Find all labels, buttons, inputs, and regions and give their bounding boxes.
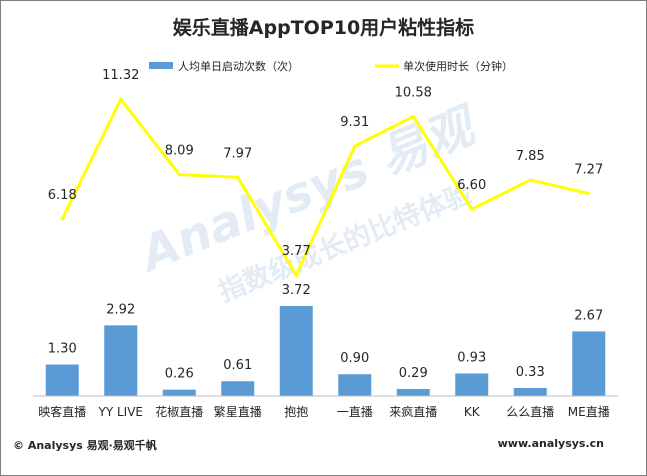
- bar: [396, 388, 430, 396]
- bar-data-label: 3.72: [282, 283, 311, 298]
- line-point: [177, 173, 181, 177]
- bar-data-label: 0.29: [399, 366, 428, 381]
- bar-data-label: 0.90: [340, 351, 369, 366]
- line-data-label: 3.77: [282, 244, 311, 259]
- x-tick-label: 抱抱: [284, 404, 308, 419]
- bar: [455, 373, 489, 396]
- bar: [338, 374, 372, 396]
- line-point: [60, 217, 64, 221]
- bar: [162, 389, 196, 396]
- x-tick-label: 花椒直播: [155, 404, 203, 419]
- line-point: [294, 273, 298, 277]
- line-point: [411, 114, 415, 118]
- bar: [45, 364, 79, 396]
- bar: [221, 381, 255, 396]
- line-point: [236, 175, 240, 179]
- bar: [104, 325, 138, 396]
- footer-copyright: © Analysys 易观·易观千帆: [13, 439, 157, 452]
- line-point: [119, 97, 123, 101]
- x-tick-label: 来疯直播: [389, 404, 437, 419]
- line-point: [353, 144, 357, 148]
- bar-data-label: 1.30: [48, 342, 77, 357]
- bar: [572, 331, 606, 396]
- line-data-label: 11.32: [102, 68, 139, 83]
- line-point: [470, 207, 474, 211]
- footer-website: www.analysys.cn: [497, 437, 604, 450]
- bar-data-label: 0.33: [516, 365, 545, 380]
- bar: [279, 305, 313, 396]
- x-tick-label: 繁星直播: [214, 404, 262, 419]
- line-point: [528, 178, 532, 182]
- bar-data-label: 2.92: [106, 302, 135, 317]
- line-series-usage-duration: [60, 96, 590, 279]
- line-data-label: 6.60: [457, 178, 486, 193]
- legend-swatch-bars: [149, 62, 173, 69]
- bar-data-label: 0.93: [457, 350, 486, 365]
- x-tick-label: YY LIVE: [98, 405, 144, 419]
- line-data-label: 7.27: [574, 163, 603, 178]
- bar: [513, 388, 547, 396]
- x-tick-label: 么么直播: [506, 405, 554, 419]
- line-point: [587, 192, 591, 196]
- x-tick-label: 映客直播: [38, 404, 86, 419]
- line-data-label: 6.18: [48, 188, 77, 203]
- line-data-label: 7.97: [223, 146, 252, 161]
- x-tick-label: ME直播: [568, 405, 610, 419]
- bar-data-label: 0.61: [223, 358, 252, 373]
- line-data-label: 9.31: [340, 115, 369, 130]
- line-data-label: 7.85: [516, 149, 545, 164]
- legend-label-line: 单次使用时长（分钟）: [403, 59, 513, 73]
- line-data-label: 8.09: [165, 144, 194, 159]
- bar-data-label: 2.67: [574, 308, 603, 323]
- x-tick-label: KK: [464, 405, 481, 419]
- bar-data-label: 0.26: [165, 367, 194, 382]
- line-data-label: 10.58: [395, 85, 432, 100]
- chart-title: 娱乐直播AppTOP10用户粘性指标: [172, 17, 475, 39]
- x-tick-label: 一直播: [337, 405, 373, 419]
- legend-label-bars: 人均单日启动次数（次）: [178, 59, 299, 73]
